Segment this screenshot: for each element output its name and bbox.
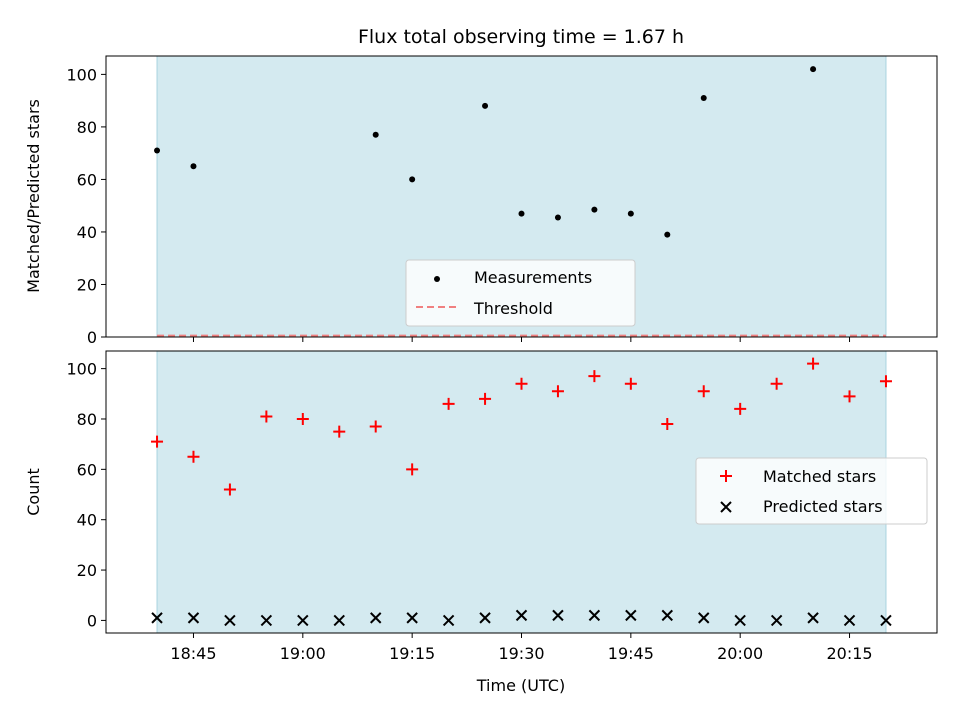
- bottom-panel: 0 20 40 60 80 100 18:45 19:00 19:15 19:30 19:45 20:…: [66, 350, 938, 663]
- x-tick-label: 19:30: [498, 644, 544, 663]
- predicted-star-point: [588, 609, 601, 622]
- matched-star-point: [551, 385, 564, 398]
- predicted-star-point: [479, 612, 491, 624]
- legend-matched-label: Matched stars: [763, 467, 876, 486]
- x-tick-label: 19:00: [280, 644, 326, 663]
- matched-star-point: [296, 412, 309, 425]
- predicted-star-point: [260, 614, 273, 627]
- bottom-legend-box: [695, 457, 928, 525]
- matched-star-point: [734, 402, 747, 415]
- matched-star-point: [697, 385, 710, 398]
- measurement-point: [518, 210, 525, 217]
- measurement-point: [664, 231, 671, 238]
- matched-star-point: [661, 418, 674, 431]
- predicted-star-point: [843, 614, 856, 627]
- predicted-star-point: [807, 612, 819, 624]
- measurement-point: [372, 131, 379, 138]
- legend-matched-marker: [720, 470, 732, 482]
- top-panel-y-axis-label: Matched/Predicted stars: [24, 99, 43, 293]
- matched-star-point: [479, 392, 492, 405]
- measurement-point: [554, 214, 561, 221]
- top-y-tick-label: 0: [87, 328, 97, 347]
- top-y-tick-label: 20: [77, 275, 97, 294]
- measurement-point: [409, 176, 416, 183]
- predicted-star-point: [370, 612, 382, 624]
- predicted-star-point: [734, 614, 746, 627]
- measurement-point: [810, 66, 817, 73]
- bottom-y-tick-label: 100: [66, 360, 97, 379]
- predicted-star-point: [625, 609, 637, 622]
- top-y-tick-label: 100: [66, 65, 97, 84]
- measurement-point: [154, 147, 161, 154]
- predicted-star-point: [515, 609, 528, 622]
- predicted-star-point: [151, 612, 163, 624]
- legend-predicted-marker: [720, 501, 732, 513]
- top-y-tick-label: 40: [77, 223, 97, 242]
- measurement-point: [591, 206, 598, 213]
- bottom-y-tick-label: 60: [77, 460, 97, 479]
- matched-star-point: [770, 377, 783, 390]
- matched-star-point: [624, 377, 637, 390]
- predicted-star-point: [661, 609, 673, 622]
- bottom-y-tick-label: 20: [77, 561, 97, 580]
- matched-star-point: [807, 357, 820, 370]
- matched-star-point: [515, 377, 528, 390]
- predicted-star-point: [442, 614, 455, 627]
- x-tick-label: 20:00: [717, 644, 763, 663]
- legend-threshold-label: Threshold: [473, 299, 553, 318]
- legend-predicted-label: Predicted stars: [763, 497, 883, 516]
- x-tick-label: 19:15: [389, 644, 435, 663]
- predicted-star-point: [880, 614, 892, 627]
- predicted-star-point: [552, 609, 564, 622]
- legend-measurements-marker: [434, 276, 440, 282]
- matched-star-point: [260, 410, 273, 423]
- predicted-star-point: [333, 614, 345, 627]
- top-panel: 0 20 40 60 80 100 Measurements Threshold: [66, 55, 938, 347]
- predicted-star-point: [698, 612, 710, 624]
- top-legend-box: [405, 259, 636, 327]
- x-tick-label: 19:45: [608, 644, 654, 663]
- x-axis-label: Time (UTC): [476, 676, 565, 695]
- matched-star-point: [442, 397, 455, 410]
- bottom-y-tick-label: 0: [87, 611, 97, 630]
- matched-star-point: [369, 420, 382, 433]
- matched-star-point: [223, 483, 236, 496]
- measurement-point: [482, 102, 489, 109]
- predicted-star-point: [770, 614, 783, 627]
- matched-star-point: [879, 375, 892, 388]
- measurement-point: [627, 210, 634, 217]
- bottom-y-tick-label: 40: [77, 511, 97, 530]
- measurement-point: [190, 163, 197, 170]
- x-tick-label: 20:15: [826, 644, 872, 663]
- predicted-star-point: [297, 614, 309, 627]
- matched-star-point: [588, 370, 601, 383]
- chart-title: Flux total observing time = 1.67 h: [358, 26, 684, 48]
- legend-measurements-label: Measurements: [474, 268, 592, 287]
- matched-star-point: [406, 463, 419, 476]
- top-y-tick-label: 60: [77, 170, 97, 189]
- predicted-star-point: [187, 612, 200, 624]
- matched-star-point: [187, 450, 200, 463]
- measurement-point: [700, 95, 707, 102]
- matched-star-point: [843, 390, 856, 403]
- bottom-panel-y-axis-label: Count: [24, 468, 43, 516]
- top-y-tick-label: 80: [77, 118, 97, 137]
- bottom-y-tick-label: 80: [77, 410, 97, 429]
- predicted-star-point: [406, 612, 418, 624]
- x-tick-label: 18:45: [170, 644, 216, 663]
- matched-star-point: [333, 425, 346, 438]
- predicted-star-point: [224, 614, 236, 627]
- matched-star-point: [151, 435, 164, 448]
